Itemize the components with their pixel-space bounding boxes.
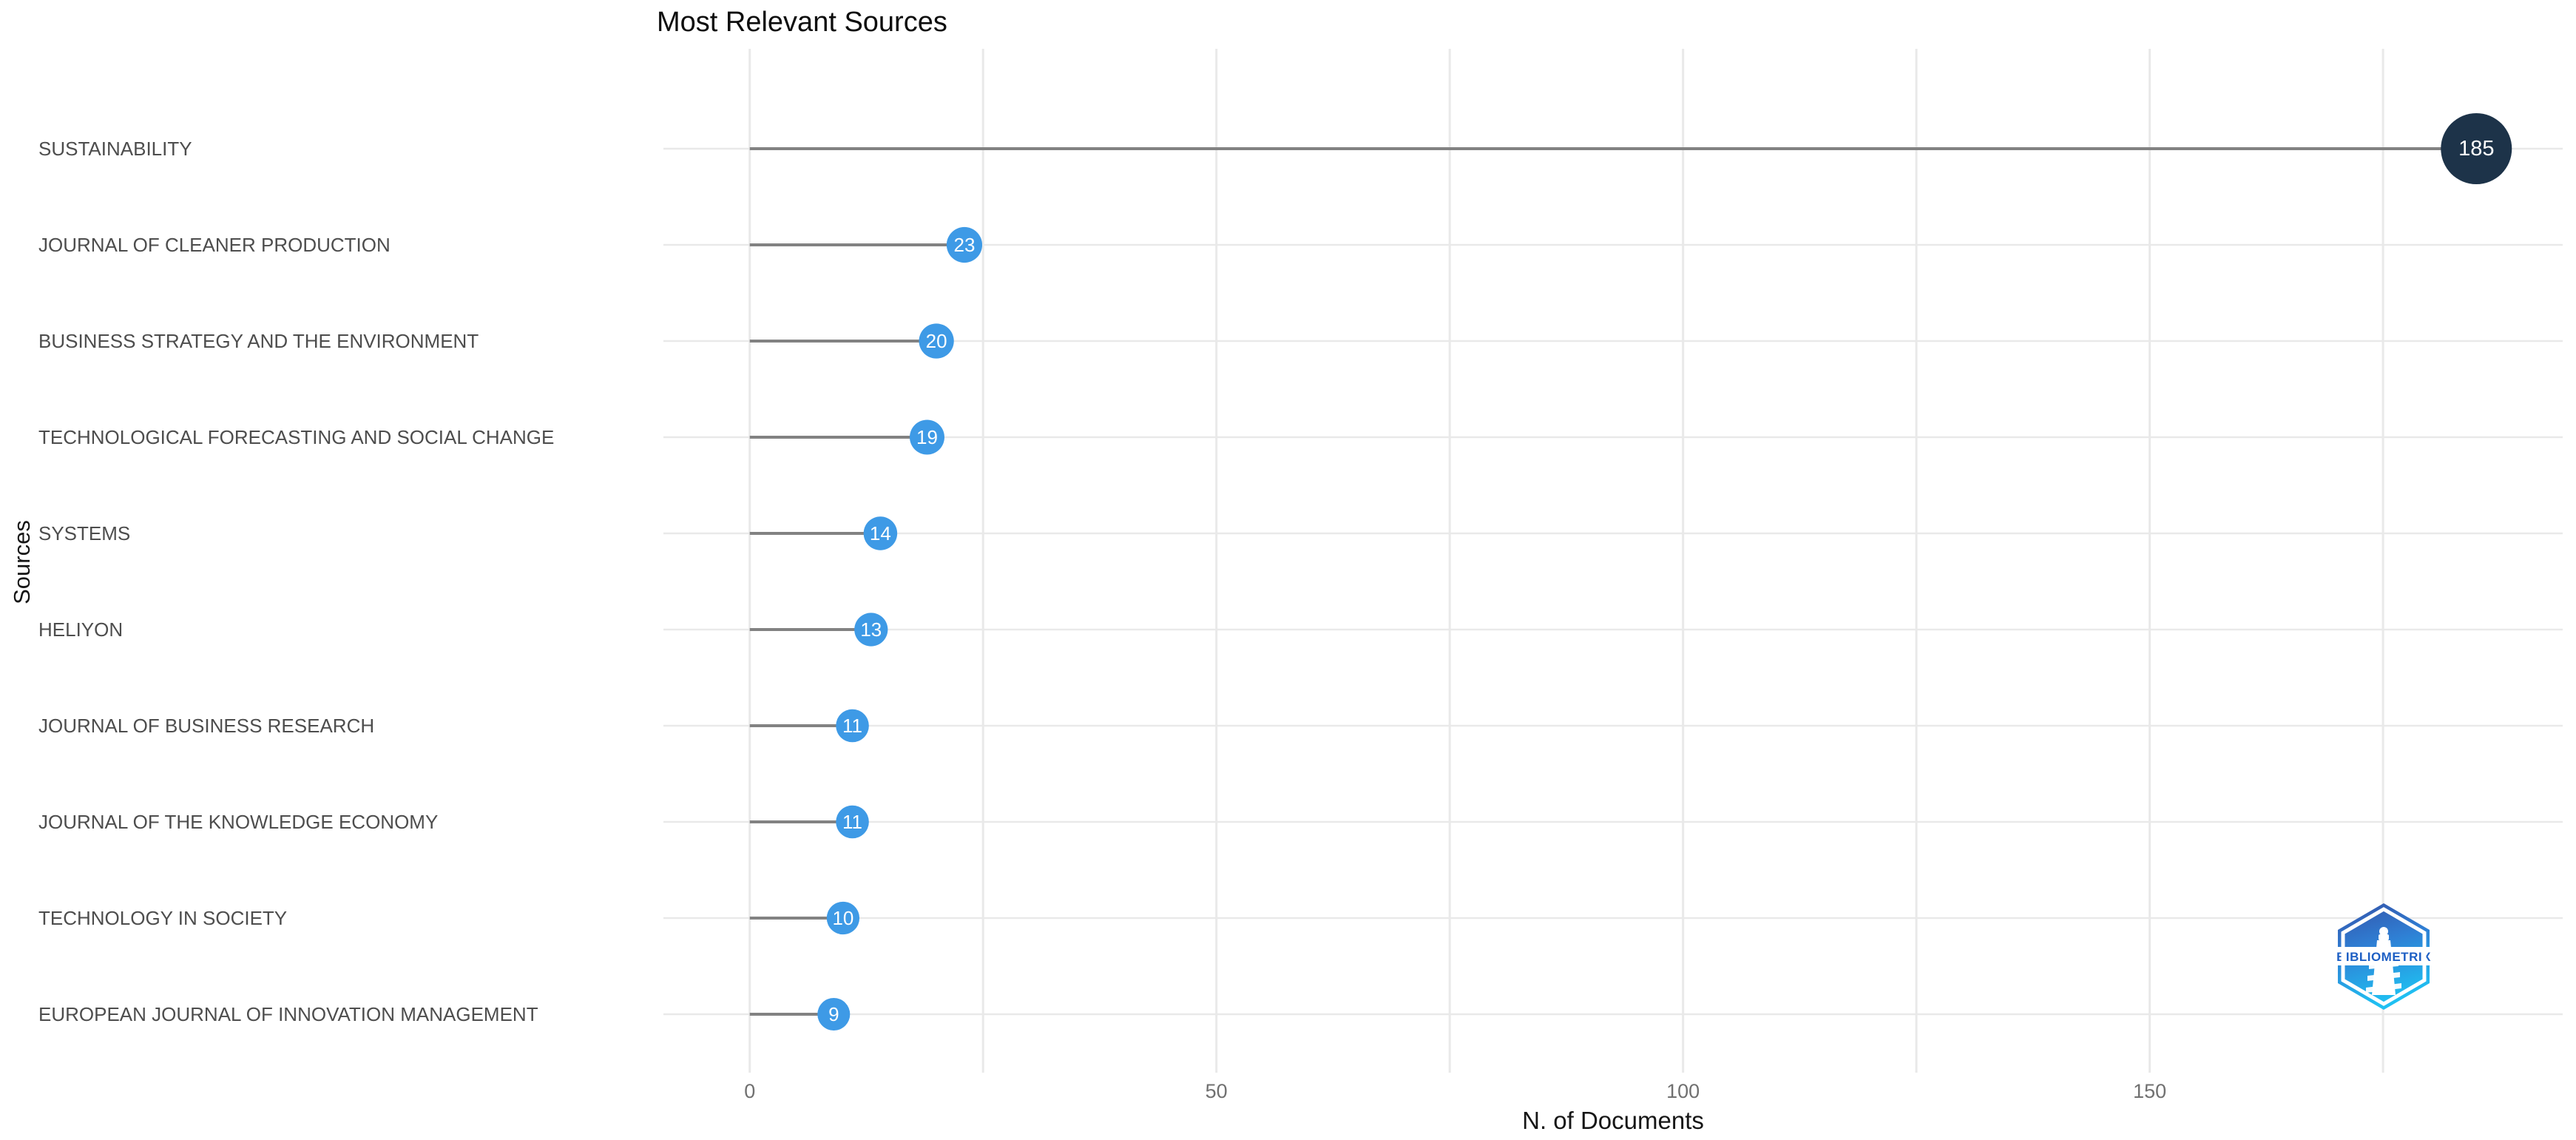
x-tick-label: 0 (744, 1080, 755, 1102)
category-label: EUROPEAN JOURNAL OF INNOVATION MANAGEMEN… (38, 1003, 538, 1025)
lollipop-dot[interactable] (836, 805, 869, 839)
category-label: JOURNAL OF CLEANER PRODUCTION (38, 234, 391, 256)
category-label: JOURNAL OF THE KNOWLEDGE ECONOMY (38, 811, 438, 833)
category-label: JOURNAL OF BUSINESS RESEARCH (38, 715, 374, 737)
lollipop-dot[interactable] (2441, 113, 2512, 184)
dot-value-label: 11 (842, 811, 862, 833)
dot-value-label: 19 (916, 426, 938, 448)
lollipop-dot[interactable] (946, 226, 983, 263)
lollipop-dot[interactable] (836, 709, 869, 743)
logo-band (2337, 947, 2430, 965)
lollipop-dot[interactable] (910, 419, 944, 455)
lollipop-dot[interactable] (817, 998, 851, 1031)
dot-value-label: 20 (926, 330, 947, 352)
chart-title: Most Relevant Sources (657, 7, 947, 38)
category-label: HELIYON (38, 618, 123, 641)
dot-value-label: 14 (870, 522, 891, 544)
dot-value-label: 23 (954, 234, 976, 256)
category-label: SUSTAINABILITY (38, 138, 192, 160)
lollipop-dot[interactable] (826, 901, 860, 935)
category-label: BUSINESS STRATEGY AND THE ENVIRONMENT (38, 330, 479, 352)
lollipop-dot[interactable] (919, 323, 954, 359)
lollipop-dot[interactable] (854, 613, 888, 647)
dot-value-label: 9 (828, 1003, 839, 1025)
x-tick-label: 100 (1666, 1080, 1700, 1102)
logo-label: BIBLIOMETRIX (2336, 950, 2431, 964)
lollipop-dot[interactable] (863, 516, 898, 550)
dot-value-label: 13 (860, 618, 882, 641)
category-label: TECHNOLOGY IN SOCIETY (38, 907, 287, 929)
hexagon-badge: BIBLIOMETRIX (2336, 903, 2431, 1010)
x-tick-label: 150 (2133, 1080, 2166, 1102)
bibliometrix-logo: BIBLIOMETRIX (2332, 901, 2435, 1012)
x-axis-title: N. of Documents (1522, 1107, 1704, 1134)
category-label: TECHNOLOGICAL FORECASTING AND SOCIAL CHA… (38, 426, 554, 448)
category-label: SYSTEMS (38, 522, 130, 544)
x-tick-label: 50 (1206, 1080, 1228, 1102)
dot-value-label: 11 (842, 715, 862, 737)
dot-value-label: 10 (832, 907, 853, 929)
dot-value-label: 185 (2458, 137, 2494, 161)
